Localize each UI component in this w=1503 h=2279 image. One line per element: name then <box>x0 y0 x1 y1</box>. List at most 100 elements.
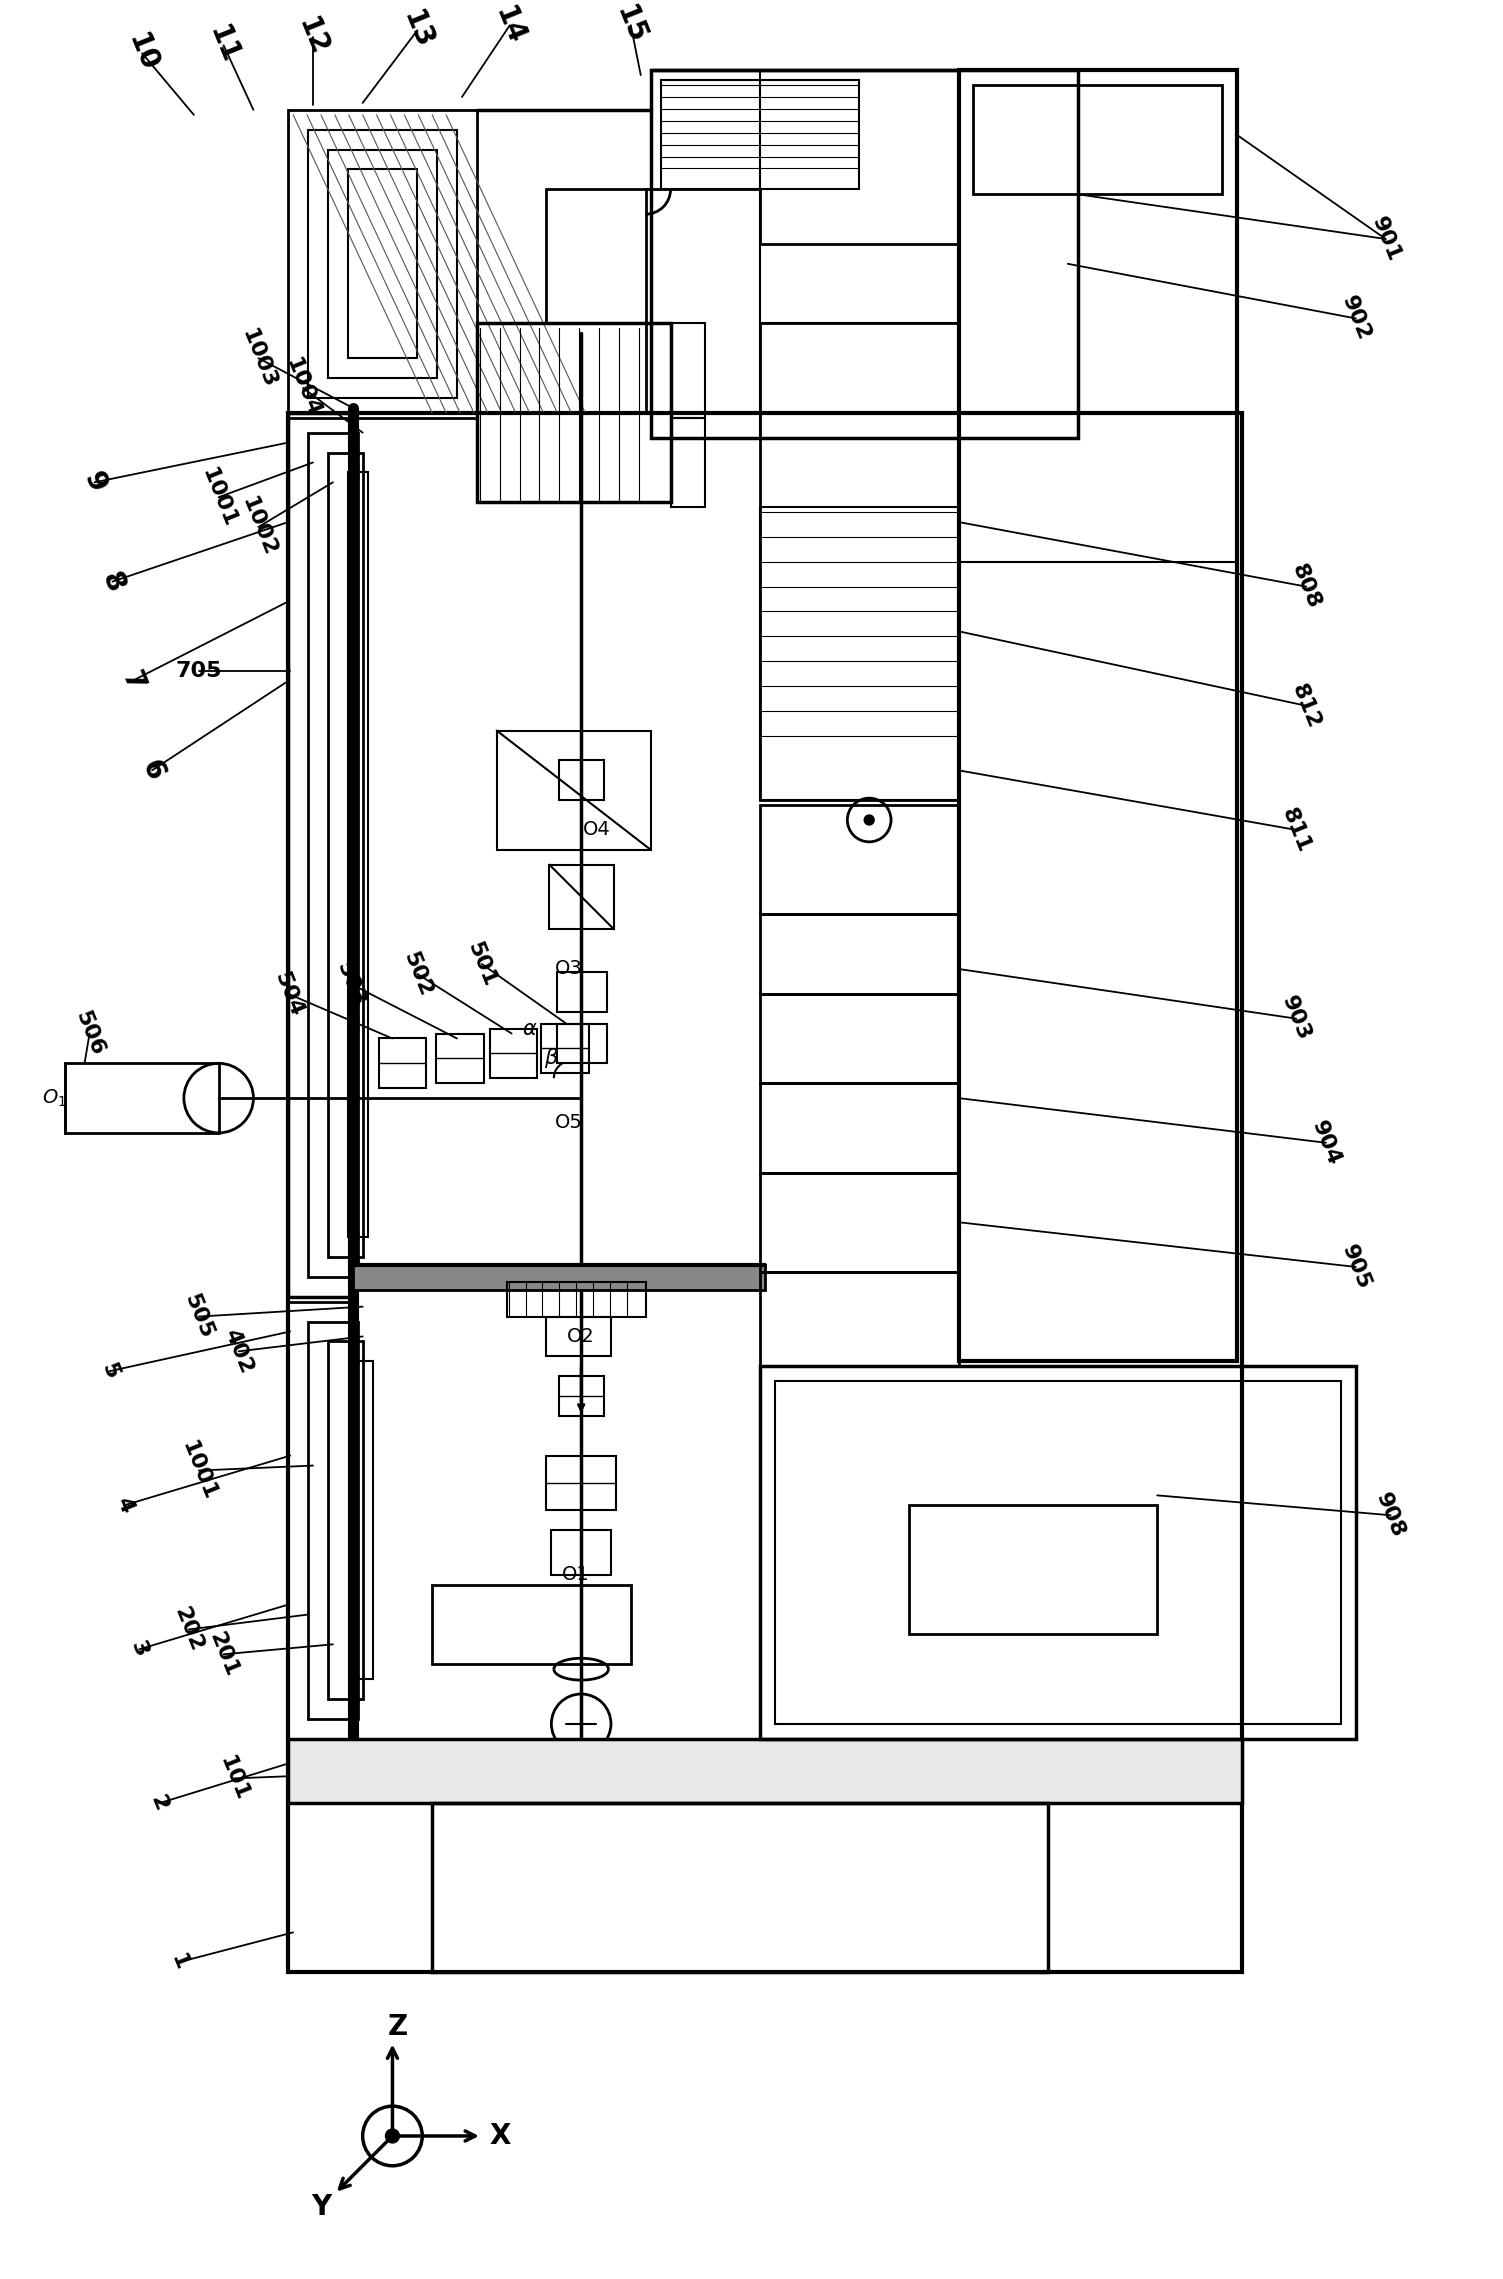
Bar <box>328 150 437 378</box>
Bar <box>490 1028 538 1078</box>
Text: 902: 902 <box>1338 294 1374 344</box>
Text: 904: 904 <box>1308 1117 1344 1169</box>
Bar <box>670 324 705 417</box>
Bar <box>661 80 860 189</box>
Bar <box>552 1529 610 1575</box>
Bar <box>776 1381 1341 1723</box>
Bar <box>761 1272 959 1365</box>
Bar <box>909 1506 1157 1634</box>
Bar <box>507 1281 646 1317</box>
Text: Z: Z <box>388 2012 407 2040</box>
Text: 505: 505 <box>180 1292 216 1342</box>
Bar <box>550 864 613 930</box>
Bar <box>559 1377 604 1415</box>
Text: O1: O1 <box>562 1566 591 1584</box>
Bar <box>65 1064 218 1133</box>
Bar <box>433 1803 1048 1971</box>
Bar <box>328 1342 362 1698</box>
Text: 4: 4 <box>113 1495 137 1516</box>
Text: 501: 501 <box>464 939 500 989</box>
Text: 14: 14 <box>490 2 531 48</box>
Bar <box>308 433 358 1276</box>
Text: 202: 202 <box>171 1604 207 1655</box>
Text: O2: O2 <box>567 1326 595 1347</box>
Text: 6: 6 <box>135 757 168 784</box>
Bar <box>497 732 651 850</box>
Text: 811: 811 <box>1278 804 1314 855</box>
Text: 9: 9 <box>78 467 111 497</box>
Text: O3: O3 <box>556 959 583 978</box>
Text: 506: 506 <box>72 1007 108 1060</box>
Text: $\alpha$: $\alpha$ <box>522 1019 537 1039</box>
Circle shape <box>385 2129 400 2142</box>
Bar <box>347 472 368 1237</box>
Text: 908: 908 <box>1372 1490 1408 1541</box>
Text: 1002: 1002 <box>237 495 280 561</box>
Text: 8: 8 <box>96 567 129 595</box>
Text: 1003: 1003 <box>237 326 280 390</box>
Text: O5: O5 <box>555 1114 583 1133</box>
Text: X: X <box>488 2122 511 2149</box>
Text: 905: 905 <box>1338 1242 1374 1292</box>
Bar <box>761 1365 1356 1739</box>
Text: 101: 101 <box>215 1753 251 1803</box>
Bar <box>558 1023 607 1064</box>
Circle shape <box>362 2106 422 2165</box>
Text: 11: 11 <box>203 23 243 68</box>
Text: 1001: 1001 <box>198 465 239 529</box>
Bar <box>347 169 418 358</box>
Text: 502: 502 <box>400 948 436 998</box>
Text: 5: 5 <box>98 1361 122 1381</box>
Text: 503: 503 <box>332 959 368 1010</box>
Bar <box>959 71 1237 1361</box>
Text: 1004: 1004 <box>283 356 325 422</box>
Text: 812: 812 <box>1288 681 1324 732</box>
Text: 3: 3 <box>128 1639 152 1659</box>
Bar <box>761 994 959 1083</box>
Text: Y: Y <box>311 2192 331 2222</box>
Bar <box>353 1361 373 1680</box>
Bar <box>558 971 607 1012</box>
Bar <box>289 1739 1241 1803</box>
Bar <box>289 1301 353 1739</box>
Text: 903: 903 <box>1279 994 1314 1044</box>
Text: 1001: 1001 <box>177 1438 219 1504</box>
Text: O4: O4 <box>583 820 610 839</box>
Bar <box>559 761 604 800</box>
Text: 13: 13 <box>397 7 437 55</box>
Bar <box>379 1039 427 1087</box>
Text: 15: 15 <box>610 2 651 48</box>
Text: 901: 901 <box>1368 214 1404 264</box>
Bar <box>651 71 1078 438</box>
Bar <box>761 1083 959 1174</box>
Text: 402: 402 <box>221 1326 257 1377</box>
Text: 12: 12 <box>293 14 334 62</box>
Bar <box>433 1584 631 1664</box>
Bar <box>289 412 1241 1971</box>
Bar <box>547 1317 610 1356</box>
Text: 1: 1 <box>167 1951 191 1974</box>
Bar <box>761 508 959 800</box>
Text: 504: 504 <box>271 969 307 1019</box>
Bar <box>761 324 959 800</box>
Bar <box>353 1265 765 1290</box>
Bar <box>308 130 457 399</box>
Bar <box>761 804 959 914</box>
Text: 7: 7 <box>116 668 149 695</box>
Circle shape <box>864 816 875 825</box>
Bar <box>289 412 353 1297</box>
Bar <box>289 109 476 417</box>
Text: 201: 201 <box>206 1629 242 1680</box>
Bar <box>761 914 959 994</box>
Bar <box>547 1456 616 1511</box>
Text: 705: 705 <box>176 661 222 681</box>
Bar <box>761 1174 959 1272</box>
Bar <box>328 454 362 1258</box>
Bar <box>436 1035 484 1083</box>
Text: 10: 10 <box>122 30 162 77</box>
Bar <box>670 417 705 508</box>
Text: 2: 2 <box>147 1791 171 1814</box>
Bar <box>476 324 670 501</box>
Bar <box>541 1023 589 1073</box>
Text: $O_1$: $O_1$ <box>42 1087 68 1110</box>
